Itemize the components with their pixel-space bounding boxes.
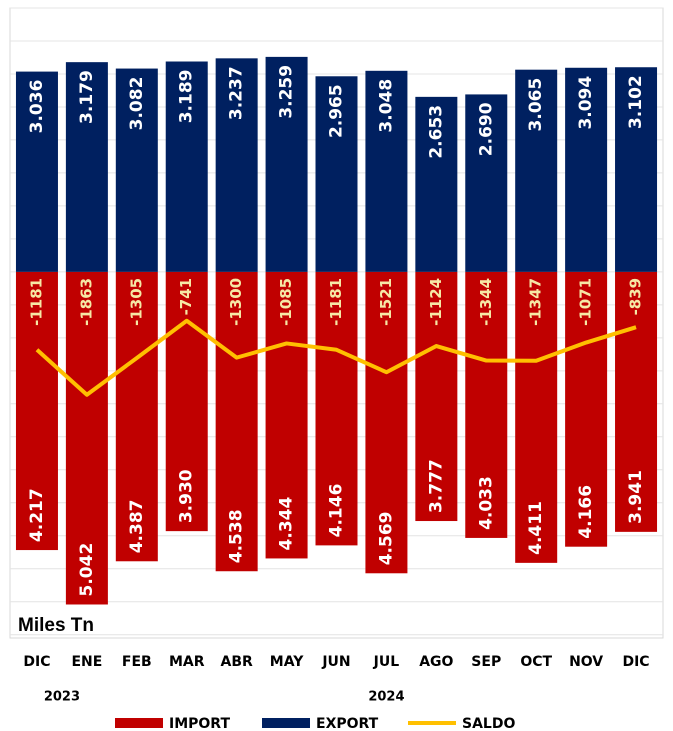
bar xyxy=(115,271,158,562)
value-label: 4.411 xyxy=(526,501,546,555)
value-label: 4.387 xyxy=(127,499,147,553)
saldo-label: -1863 xyxy=(77,278,95,326)
x-tick-label: JUL xyxy=(373,654,400,670)
saldo-label: -1347 xyxy=(527,278,545,326)
unit-label: Miles Tn xyxy=(18,615,94,636)
x-tick-label: NOV xyxy=(569,654,603,670)
saldo-label: -1305 xyxy=(127,278,145,326)
bar xyxy=(215,271,258,572)
value-label: 3.179 xyxy=(77,70,97,124)
bar xyxy=(115,68,158,272)
bar xyxy=(415,271,458,522)
x-tick-label: DIC xyxy=(622,654,649,670)
legend-label: IMPORT xyxy=(169,716,230,731)
bar xyxy=(265,56,308,272)
value-label: 3.777 xyxy=(426,459,446,513)
bar xyxy=(315,76,358,272)
x-tick-label: SEP xyxy=(471,654,501,670)
x-tick-label: FEB xyxy=(122,654,152,670)
bar xyxy=(365,70,408,272)
value-label: 3.036 xyxy=(27,80,47,134)
saldo-label: -1181 xyxy=(27,278,45,326)
bar xyxy=(65,271,108,605)
value-label: 5.042 xyxy=(77,543,97,597)
value-label: 2.653 xyxy=(426,105,446,159)
saldo-label: -1521 xyxy=(377,278,395,326)
bar xyxy=(15,271,58,551)
value-label: 3.189 xyxy=(177,70,197,124)
x-tick-label: DIC xyxy=(23,654,50,670)
saldo-label: -741 xyxy=(177,278,195,316)
x-tick-label: ENE xyxy=(71,654,102,670)
value-label: 2.690 xyxy=(476,102,496,156)
bar xyxy=(515,271,558,563)
bar xyxy=(165,61,208,272)
legend-label: EXPORT xyxy=(316,716,379,731)
bar xyxy=(215,58,258,272)
x-tick-label: MAR xyxy=(169,654,205,670)
legend-swatch xyxy=(262,718,310,728)
saldo-label: -1071 xyxy=(577,278,595,326)
saldo-label: -1085 xyxy=(277,278,295,326)
bar xyxy=(515,69,558,272)
value-label: 3.048 xyxy=(376,79,396,133)
value-label: 4.166 xyxy=(576,485,596,539)
legend-label: SALDO xyxy=(462,716,515,731)
value-label: 3.930 xyxy=(177,469,197,523)
bar xyxy=(265,271,308,559)
value-label: 4.217 xyxy=(27,488,47,542)
saldo-label: -839 xyxy=(627,278,645,316)
x-tick-label: AGO xyxy=(419,654,453,670)
bar xyxy=(365,271,408,574)
saldo-label: -1124 xyxy=(427,278,445,326)
legend-swatch xyxy=(115,718,163,728)
value-label: 3.237 xyxy=(227,66,247,120)
bar xyxy=(615,271,658,532)
bar xyxy=(615,67,658,272)
bar xyxy=(465,271,508,538)
saldo-label: -1300 xyxy=(227,278,245,326)
bar xyxy=(165,271,208,532)
value-label: 3.094 xyxy=(576,76,596,130)
bar xyxy=(15,71,58,272)
saldo-line xyxy=(35,318,637,397)
value-label: 4.344 xyxy=(277,496,297,550)
value-label: 4.146 xyxy=(327,484,347,538)
value-label: 3.102 xyxy=(626,75,646,129)
bar xyxy=(315,271,358,546)
x-tick-label: OCT xyxy=(520,654,552,670)
value-label: 4.569 xyxy=(376,512,396,566)
saldo-label: -1181 xyxy=(327,278,345,326)
value-label: 3.082 xyxy=(127,77,147,131)
value-label: 3.941 xyxy=(626,470,646,524)
saldo-label: -1344 xyxy=(477,278,495,326)
bar xyxy=(465,94,508,272)
year-label: 2023 xyxy=(44,690,80,705)
bar xyxy=(415,96,458,272)
x-tick-label: ABR xyxy=(221,654,254,670)
value-label: 4.538 xyxy=(227,509,247,563)
bar xyxy=(565,271,608,547)
value-label: 3.259 xyxy=(277,65,297,119)
year-label: 2024 xyxy=(368,690,404,705)
bar xyxy=(565,67,608,272)
bar xyxy=(65,62,108,272)
x-tick-label: JUN xyxy=(321,654,350,670)
value-label: 4.033 xyxy=(476,476,496,530)
x-tick-label: MAY xyxy=(270,654,304,670)
value-label: 2.965 xyxy=(327,84,347,138)
value-label: 3.065 xyxy=(526,78,546,132)
